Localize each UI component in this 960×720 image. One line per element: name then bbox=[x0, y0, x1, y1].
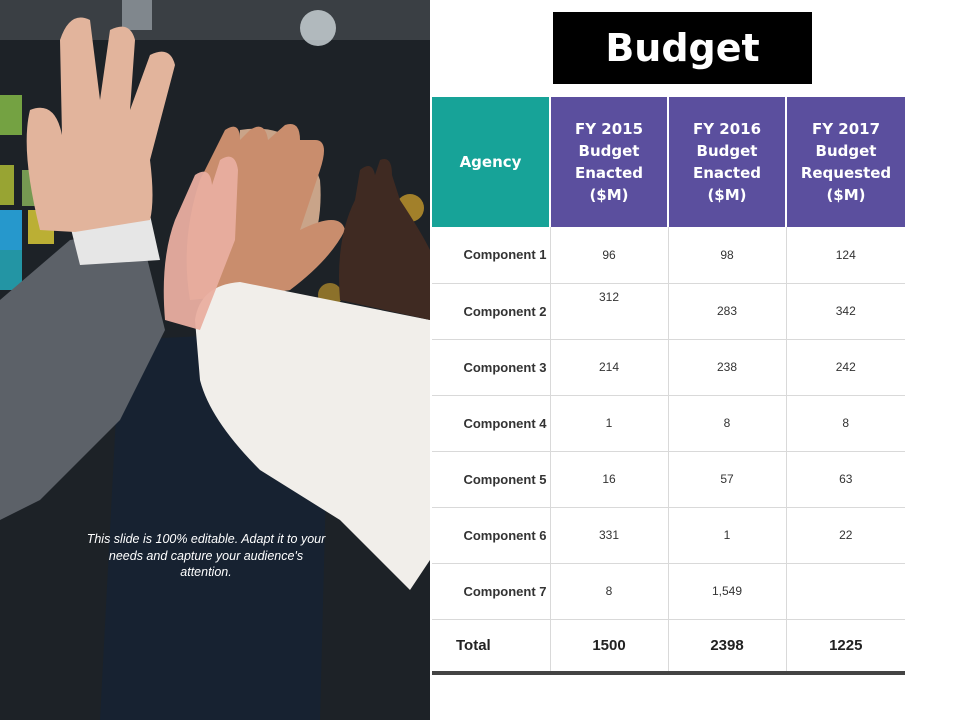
header-fy2015: FY 2015 Budget Enacted ($M) bbox=[550, 97, 669, 227]
cell-fy2015: 96 bbox=[550, 227, 669, 284]
table-row: Component 6 331 1 22 bbox=[432, 507, 905, 564]
cell-fy2015: 16 bbox=[550, 451, 669, 508]
high-five-illustration bbox=[0, 0, 430, 720]
cell-fy2015: 8 bbox=[550, 563, 669, 620]
table-row: Component 7 8 1,549 bbox=[432, 563, 905, 620]
header-fy2016: FY 2016 Budget Enacted ($M) bbox=[668, 97, 787, 227]
total-label: Total bbox=[432, 619, 551, 675]
cell-fy2015: 312 bbox=[550, 283, 669, 340]
table-row: Component 3 214 238 242 bbox=[432, 339, 905, 396]
budget-table: Agency FY 2015 Budget Enacted ($M) FY 20… bbox=[432, 97, 905, 675]
row-label: Component 5 bbox=[432, 451, 551, 508]
table-row: Component 1 96 98 124 bbox=[432, 227, 905, 284]
row-label: Component 6 bbox=[432, 507, 551, 564]
total-row: Total 1500 2398 1225 bbox=[432, 619, 905, 675]
cell-fy2016: 1 bbox=[668, 507, 787, 564]
header-fy2017: FY 2017 Budget Requested ($M) bbox=[786, 97, 905, 227]
total-fy2016: 2398 bbox=[668, 619, 787, 675]
total-fy2015: 1500 bbox=[550, 619, 669, 675]
cell-fy2017: 22 bbox=[786, 507, 905, 564]
row-label: Component 1 bbox=[432, 227, 551, 284]
cell-fy2016: 1,549 bbox=[668, 563, 787, 620]
cell-fy2015: 214 bbox=[550, 339, 669, 396]
cell-fy2017: 124 bbox=[786, 227, 905, 284]
row-label: Component 7 bbox=[432, 563, 551, 620]
row-label: Component 4 bbox=[432, 395, 551, 452]
table-row: Component 2 312 283 342 bbox=[432, 283, 905, 340]
page-title: Budget bbox=[553, 12, 812, 84]
caption-text: This slide is 100% editable. Adapt it to… bbox=[86, 532, 326, 579]
table-row: Component 4 1 8 8 bbox=[432, 395, 905, 452]
table-row: Component 5 16 57 63 bbox=[432, 451, 905, 508]
header-agency: Agency bbox=[432, 97, 551, 227]
cell-fy2017: 342 bbox=[786, 283, 905, 340]
table-header-row: Agency FY 2015 Budget Enacted ($M) FY 20… bbox=[432, 97, 905, 227]
cell-fy2017 bbox=[786, 563, 905, 620]
cell-fy2016: 57 bbox=[668, 451, 787, 508]
cell-fy2015: 1 bbox=[550, 395, 669, 452]
cell-fy2016: 283 bbox=[668, 283, 787, 340]
cell-fy2016: 238 bbox=[668, 339, 787, 396]
cell-fy2016: 8 bbox=[668, 395, 787, 452]
cell-fy2017: 8 bbox=[786, 395, 905, 452]
cell-fy2017: 63 bbox=[786, 451, 905, 508]
high-five-photo: This slide is 100% editable. Adapt it to… bbox=[0, 0, 430, 720]
row-label: Component 3 bbox=[432, 339, 551, 396]
cell-fy2015: 331 bbox=[550, 507, 669, 564]
total-fy2017: 1225 bbox=[786, 619, 905, 675]
row-label: Component 2 bbox=[432, 283, 551, 340]
cell-fy2017: 242 bbox=[786, 339, 905, 396]
cell-fy2016: 98 bbox=[668, 227, 787, 284]
